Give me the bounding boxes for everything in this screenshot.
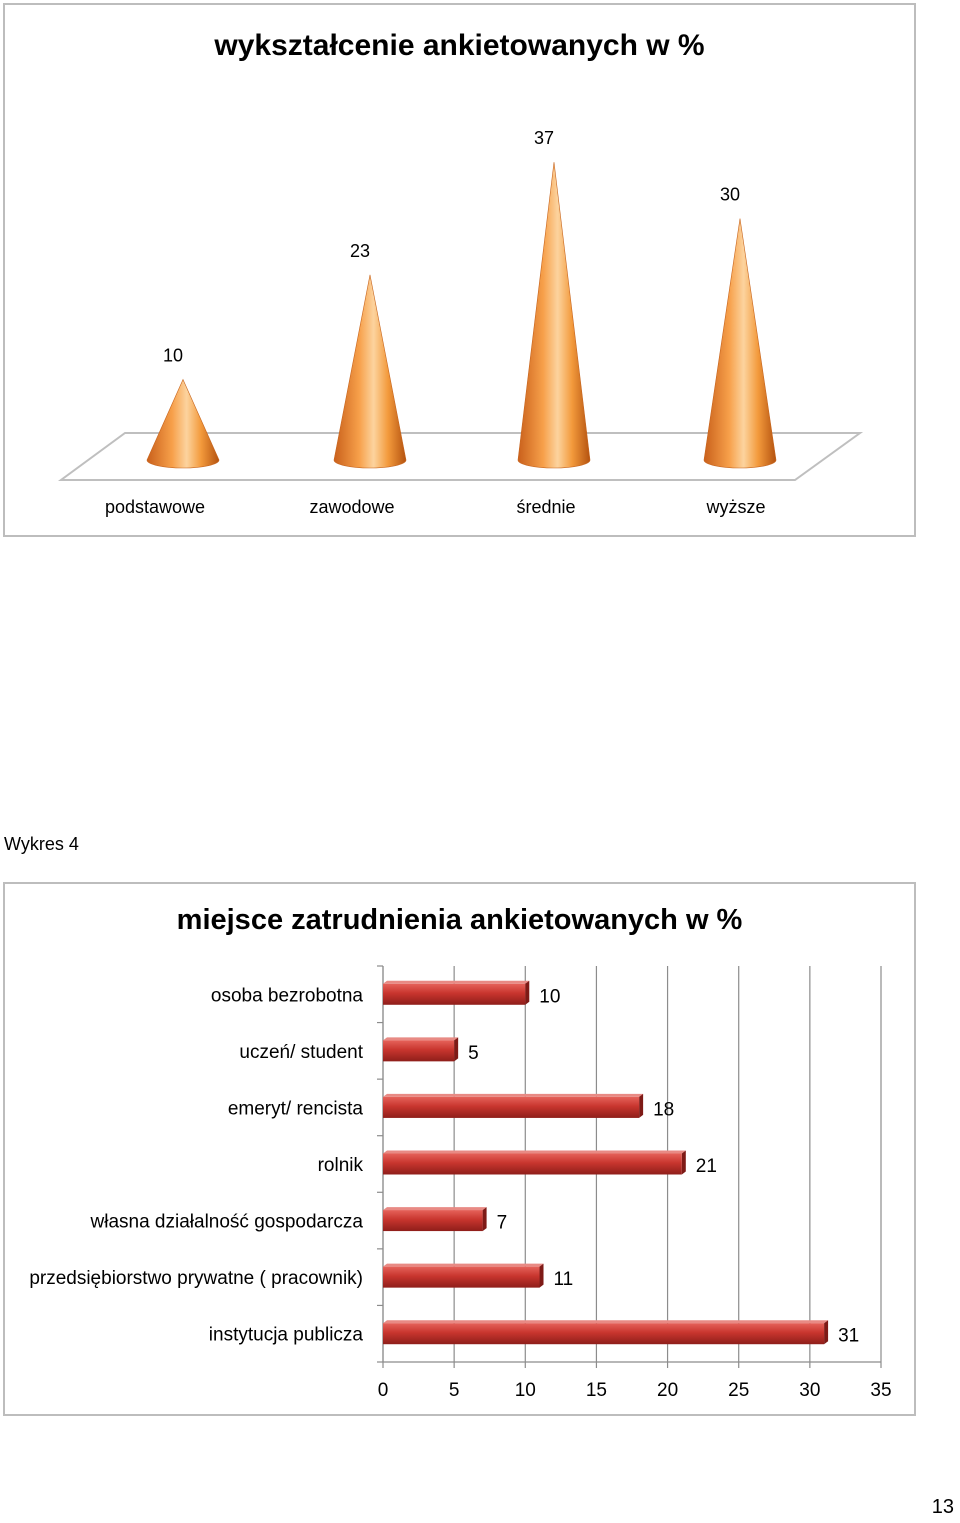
floor-plane <box>57 432 864 481</box>
data-label: 5 <box>468 1043 479 1064</box>
tick-label: 30 <box>799 1380 820 1401</box>
data-label: 31 <box>838 1326 859 1347</box>
bar <box>383 1207 487 1232</box>
employment-chart-plot: 0 5 10 15 20 25 30 35 osoba bezrobotna 10 uczeń/ s… <box>29 965 892 1401</box>
cone-bar <box>517 162 591 469</box>
education-chart: wykształcenie ankietowanych w % 10 podsta… <box>3 3 916 537</box>
data-label: 21 <box>696 1156 717 1177</box>
category-label: średnie <box>516 497 575 517</box>
category-label: zawodowe <box>309 497 394 517</box>
bar <box>383 1263 544 1288</box>
data-label: 7 <box>497 1213 508 1234</box>
figure-caption: Wykres 4 <box>4 834 79 854</box>
bar <box>383 980 530 1005</box>
chart-title: miejsce zatrudnienia ankietowanych w % <box>176 904 743 936</box>
tick-label: 0 <box>378 1380 389 1401</box>
tick-label: 15 <box>586 1380 607 1401</box>
data-label: 37 <box>534 128 554 148</box>
category-label: przedsiębiorstwo prywatne ( pracownik) <box>29 1268 363 1289</box>
cone-bar <box>703 218 777 469</box>
category-label: rolnik <box>318 1155 364 1176</box>
category-label: wyższe <box>705 497 765 517</box>
data-label: 11 <box>554 1269 574 1290</box>
category-label: instytucja publicza <box>209 1325 364 1346</box>
category-label: podstawowe <box>105 497 205 517</box>
cone-bar <box>146 378 220 469</box>
education-chart-plot: 10 podstawowe 23 zawodowe 37 średnie 30 wyższe <box>57 128 864 517</box>
bar <box>383 1037 459 1062</box>
employment-chart: miejsce zatrudnienia ankietowanych w % 0… <box>3 882 916 1416</box>
bar <box>383 1320 829 1345</box>
page-number: 13 <box>931 1496 954 1518</box>
data-label: 23 <box>350 241 370 261</box>
tick-label: 5 <box>449 1380 460 1401</box>
category-label: własna działalność gospodarcza <box>90 1212 364 1233</box>
data-label: 10 <box>539 986 560 1007</box>
category-label: emeryt/ rencista <box>228 1098 364 1119</box>
category-label: osoba bezrobotna <box>211 985 364 1006</box>
tick-label: 25 <box>728 1380 749 1401</box>
data-label: 10 <box>163 346 183 366</box>
tick-label: 35 <box>870 1380 891 1401</box>
bar <box>383 1150 686 1175</box>
tick-label: 10 <box>515 1380 536 1401</box>
bar <box>383 1093 644 1118</box>
category-label: uczeń/ student <box>239 1042 363 1063</box>
data-label: 30 <box>720 185 740 205</box>
data-label: 18 <box>653 1099 674 1120</box>
cone-bar <box>333 274 407 469</box>
tick-label: 20 <box>657 1380 678 1401</box>
chart-title: wykształcenie ankietowanych w % <box>214 29 705 62</box>
